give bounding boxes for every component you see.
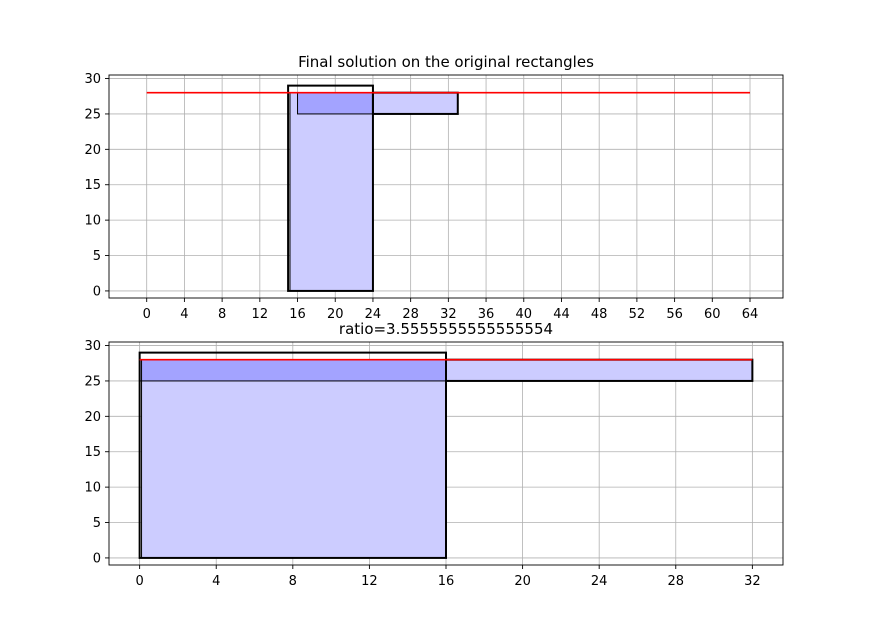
top-y-tick-label: 10 xyxy=(84,214,101,229)
bottom-y-tick-label: 5 xyxy=(93,516,101,531)
top-x-tick-label: 16 xyxy=(289,307,306,322)
bottom-y-tick-label: 10 xyxy=(84,481,101,496)
top-y-tick-label: 15 xyxy=(84,178,101,193)
top-x-tick-label: 40 xyxy=(515,307,532,322)
top-chart-title: Final solution on the original rectangle… xyxy=(298,53,594,71)
bottom-x-tick-label: 24 xyxy=(591,574,608,589)
top-x-tick-label: 44 xyxy=(553,307,570,322)
top-rectangle-fill xyxy=(289,92,373,291)
bottom-x-tick-label: 8 xyxy=(289,574,297,589)
top-rectangle-overlap xyxy=(297,92,373,114)
top-y-tick-label: 25 xyxy=(84,107,101,122)
top-x-tick-label: 60 xyxy=(704,307,721,322)
bottom-y-tick-label: 15 xyxy=(84,445,101,460)
bottom-x-tick-label: 4 xyxy=(212,574,220,589)
top-x-tick-label: 52 xyxy=(629,307,646,322)
top-rectangle-outline xyxy=(287,84,374,292)
bottom-chart-title: ratio=3.5555555555555554 xyxy=(339,320,553,338)
top-axes-frame xyxy=(108,74,784,299)
bottom-x-tick-label: 16 xyxy=(438,574,455,589)
top-x-tick-label: 64 xyxy=(742,307,759,322)
bottom-x-tick-label: 32 xyxy=(744,574,761,589)
bottom-rectangle-outline xyxy=(138,351,448,559)
top-x-tick-label: 4 xyxy=(180,307,188,322)
top-y-tick-label: 5 xyxy=(93,249,101,264)
top-x-tick-label: 36 xyxy=(478,307,495,322)
bottom-y-tick-label: 20 xyxy=(84,410,101,425)
top-x-tick-label: 0 xyxy=(143,307,151,322)
top-x-tick-label: 28 xyxy=(402,307,419,322)
bottom-x-tick-label: 12 xyxy=(361,574,378,589)
bottom-rectangle-overlap xyxy=(141,359,446,381)
top-y-tick-label: 20 xyxy=(84,143,101,158)
bottom-y-tick-label: 25 xyxy=(84,374,101,389)
top-x-tick-label: 20 xyxy=(327,307,344,322)
bottom-x-tick-label: 28 xyxy=(667,574,684,589)
bottom-x-tick-label: 20 xyxy=(514,574,531,589)
top-x-tick-label: 48 xyxy=(591,307,608,322)
top-x-tick-label: 56 xyxy=(666,307,683,322)
bottom-chart: 0 4 8 12 16 20 24 28 32 0 5 10 15 20 25 30 ratio=3.55555… xyxy=(84,320,784,589)
bottom-rectangle-fill xyxy=(141,359,446,558)
top-x-tick-label: 24 xyxy=(365,307,382,322)
top-x-tick-label: 12 xyxy=(252,307,269,322)
top-y-tick-label: 0 xyxy=(93,284,101,299)
top-y-tick-label: 30 xyxy=(84,72,101,87)
bottom-x-tick-label: 0 xyxy=(135,574,143,589)
bottom-y-tick-label: 0 xyxy=(93,551,101,566)
top-x-tick-label: 8 xyxy=(218,307,226,322)
bottom-y-tick-label: 30 xyxy=(84,339,101,354)
top-chart: 0 4 8 12 16 20 24 28 32 36 40 44 48 52 56 60 64051015202… xyxy=(84,53,784,322)
top-x-tick-label: 32 xyxy=(440,307,457,322)
